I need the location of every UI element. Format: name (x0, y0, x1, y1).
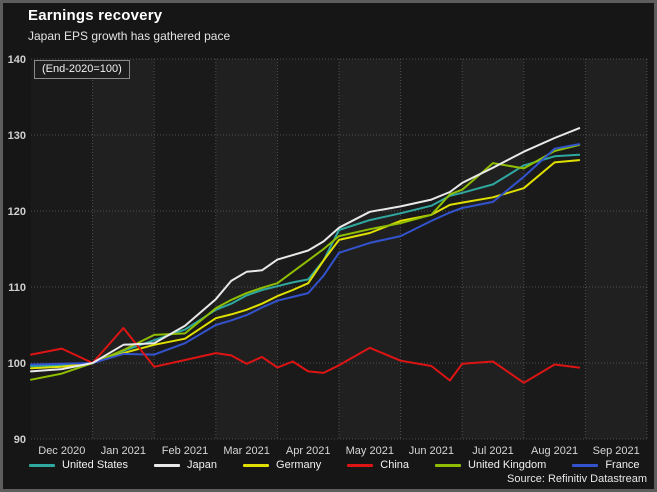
legend-swatch-japan (154, 463, 181, 467)
x-tick-label: Feb 2021 (162, 445, 208, 457)
x-tick-label: Dec 2020 (38, 445, 85, 457)
y-tick-label: 100 (8, 358, 26, 370)
legend-item-china: China (347, 459, 409, 471)
series-line-japan (30, 127, 581, 373)
legend-item-germany: Germany (243, 459, 321, 471)
y-tick-label: 110 (8, 282, 26, 294)
legend-swatch-united-kingdom (435, 463, 462, 467)
x-tick-label: Mar 2021 (223, 445, 269, 457)
x-tick-label: Jul 2021 (472, 445, 514, 457)
month-band (462, 59, 524, 439)
y-tick-label: 120 (8, 206, 26, 218)
x-tick-label: Apr 2021 (286, 445, 331, 457)
legend-label: France (605, 459, 640, 471)
month-band (277, 59, 339, 439)
legend-label: United States (62, 459, 129, 471)
legend-swatch-france (572, 463, 599, 467)
x-tick-label: Jan 2021 (101, 445, 146, 457)
y-tick-label: 130 (8, 130, 26, 142)
series-line-france (30, 143, 581, 366)
legend: United States Japan Germany China United Kin… (29, 459, 640, 471)
month-band (31, 59, 93, 439)
x-tick-label: Aug 2021 (531, 445, 578, 457)
month-band (585, 59, 647, 439)
month-band (339, 59, 401, 439)
legend-label: Germany (276, 459, 322, 471)
annotation-box: (End-2020=100) (34, 60, 130, 79)
month-band (215, 59, 278, 439)
series-line-united-kingdom (30, 143, 581, 381)
legend-label: United Kingdom (468, 459, 547, 471)
x-tick-label: May 2021 (346, 445, 394, 457)
legend-swatch-united-states (29, 463, 55, 467)
x-tick-label: Jun 2021 (409, 445, 454, 457)
page-subtitle: Japan EPS growth has gathered pace (28, 29, 231, 43)
month-band (92, 59, 155, 439)
month-band (400, 59, 463, 439)
legend-item-france: France (572, 459, 640, 471)
series-line-united-states (30, 153, 581, 367)
legend-label: Japan (187, 459, 218, 471)
legend-swatch-germany (243, 463, 270, 467)
legend-item-united-states: United States (29, 459, 128, 471)
month-band (154, 59, 216, 439)
legend-label: China (380, 459, 410, 471)
legend-item-united-kingdom: United Kingdom (435, 459, 546, 471)
y-tick-label: 140 (8, 54, 26, 66)
legend-item-japan: Japan (154, 459, 217, 471)
source-note: Source: Refinitiv Datastream (507, 473, 647, 485)
series-line-china (30, 327, 581, 384)
x-tick-label: Sep 2021 (593, 445, 640, 457)
legend-swatch-china (347, 463, 374, 467)
month-band (523, 59, 586, 439)
series-line-germany (30, 159, 581, 370)
page-title: Earnings recovery (28, 7, 163, 24)
y-tick-label: 90 (14, 434, 26, 446)
